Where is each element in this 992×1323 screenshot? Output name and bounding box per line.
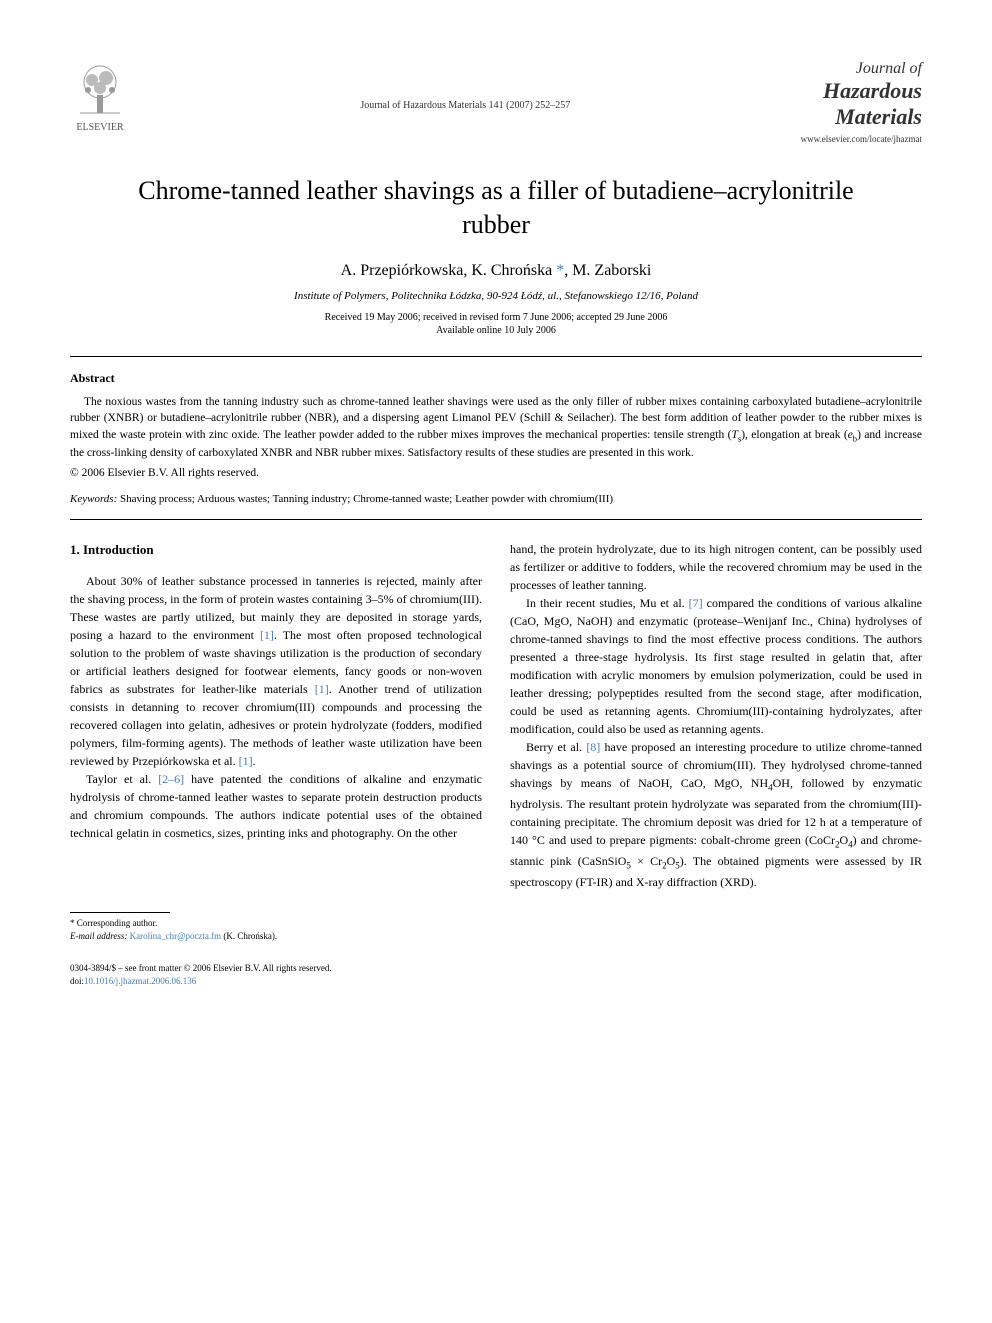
- affiliation: Institute of Polymers, Politechnika Łódz…: [70, 290, 922, 302]
- section-1-heading: 1. Introduction: [70, 540, 482, 560]
- intro-para-1: About 30% of leather substance processed…: [70, 572, 482, 770]
- ref-link-2-6[interactable]: [2–6]: [158, 772, 184, 786]
- header-row: ELSEVIER Journal of Hazardous Materials …: [70, 60, 922, 144]
- bottom-info: 0304-3894/$ – see front matter © 2006 El…: [70, 962, 922, 987]
- footnote-block: * Corresponding author. E-mail address: …: [70, 917, 482, 942]
- intro-para-3: In their recent studies, Mu et al. [7] c…: [510, 594, 922, 738]
- author-list: A. Przepiórkowska, K. Chrońska: [341, 262, 553, 279]
- journal-name-line1: Journal of: [801, 60, 922, 78]
- email-suffix: (K. Chrońska).: [221, 931, 277, 941]
- journal-name-line3: Materials: [801, 104, 922, 130]
- email-link[interactable]: Karolina_chr@poczta.fm: [130, 931, 222, 941]
- ref-link-1c[interactable]: [1]: [239, 754, 253, 768]
- journal-logo: Journal of Hazardous Materials www.elsev…: [801, 60, 922, 144]
- available-online-date: Available online 10 July 2006: [70, 325, 922, 336]
- corresponding-author-note: * Corresponding author.: [70, 917, 482, 930]
- ref-link-1b[interactable]: [1]: [315, 682, 329, 696]
- intro-para-4: Berry et al. [8] have proposed an intere…: [510, 738, 922, 891]
- journal-reference: Journal of Hazardous Materials 141 (2007…: [130, 60, 801, 111]
- keywords: Keywords: Shaving process; Arduous waste…: [70, 493, 922, 505]
- copyright: © 2006 Elsevier B.V. All rights reserved…: [70, 467, 922, 479]
- doi-line: doi:10.1016/j.jhazmat.2006.06.136: [70, 975, 922, 988]
- elsevier-tree-icon: [70, 60, 130, 120]
- author-list-cont: , M. Zaborski: [564, 262, 651, 279]
- abstract-body: The noxious wastes from the tanning indu…: [70, 396, 922, 459]
- corresponding-star-icon: *: [552, 262, 564, 279]
- article-title: Chrome-tanned leather shavings as a fill…: [130, 174, 862, 242]
- body-columns: 1. Introduction About 30% of leather sub…: [70, 540, 922, 942]
- issn-line: 0304-3894/$ – see front matter © 2006 El…: [70, 962, 922, 975]
- divider: [70, 356, 922, 357]
- divider: [70, 519, 922, 520]
- article-dates: Received 19 May 2006; received in revise…: [70, 312, 922, 323]
- email-label: E-mail address:: [70, 931, 130, 941]
- intro-para-2: Taylor et al. [2–6] have patented the co…: [70, 770, 482, 842]
- keywords-label: Keywords:: [70, 493, 117, 505]
- journal-url[interactable]: www.elsevier.com/locate/jhazmat: [801, 134, 922, 144]
- abstract-heading: Abstract: [70, 371, 922, 386]
- keywords-text: Shaving process; Arduous wastes; Tanning…: [117, 493, 613, 505]
- intro-para-2-cont: hand, the protein hydrolyzate, due to it…: [510, 540, 922, 594]
- column-left: 1. Introduction About 30% of leather sub…: [70, 540, 482, 942]
- publisher-name: ELSEVIER: [76, 122, 123, 133]
- abstract-text: The noxious wastes from the tanning indu…: [70, 394, 922, 462]
- column-right: hand, the protein hydrolyzate, due to it…: [510, 540, 922, 942]
- ref-link-8[interactable]: [8]: [586, 740, 600, 754]
- journal-name-line2: Hazardous: [801, 78, 922, 104]
- intro-para-4-body: have proposed an interesting procedure t…: [510, 740, 922, 889]
- email-line: E-mail address: Karolina_chr@poczta.fm (…: [70, 930, 482, 943]
- authors: A. Przepiórkowska, K. Chrońska *, M. Zab…: [70, 262, 922, 280]
- publisher-logo: ELSEVIER: [70, 60, 130, 133]
- doi-label: doi:: [70, 976, 84, 986]
- doi-link[interactable]: 10.1016/j.jhazmat.2006.06.136: [84, 976, 196, 986]
- ref-link-1[interactable]: [1]: [260, 628, 274, 642]
- ref-link-7[interactable]: [7]: [689, 596, 703, 610]
- footnote-separator: [70, 912, 170, 913]
